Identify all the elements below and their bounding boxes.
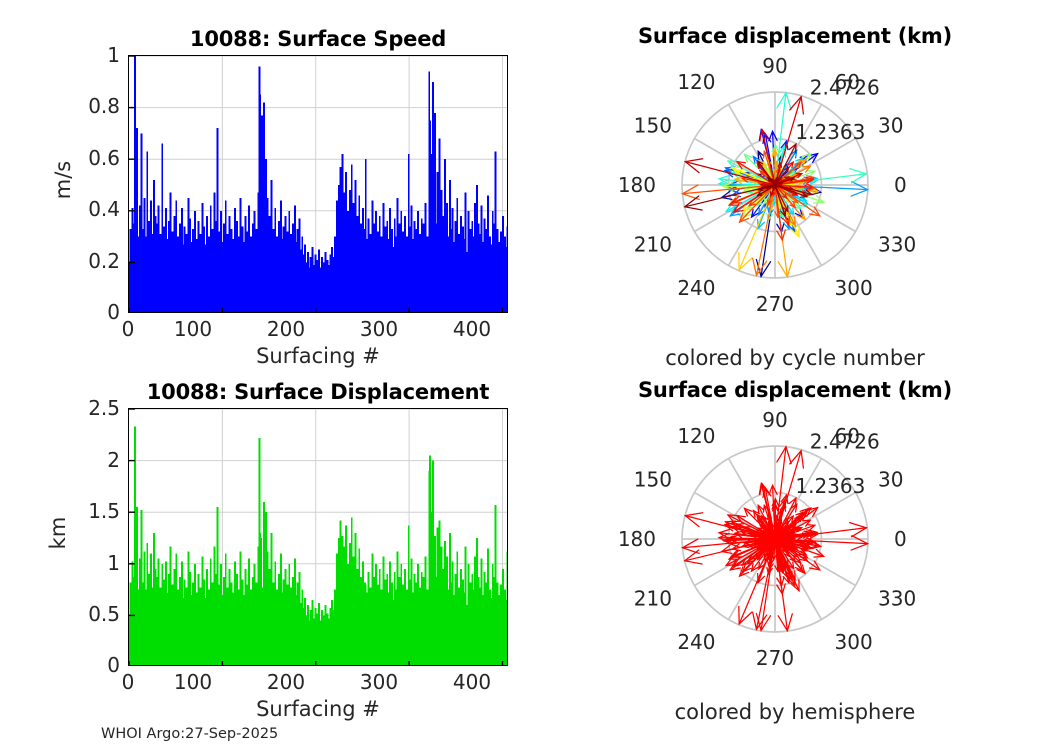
displacement-chart-title: 10088: Surface Displacement	[146, 380, 490, 404]
speed-ytick-2: 0.4	[88, 197, 120, 221]
speed-chart-title: 10088: Surface Speed	[189, 27, 447, 51]
displacement-plot-area	[128, 408, 508, 666]
polar-angle-label-330: 330	[878, 587, 916, 611]
displacement-ytick-5: 2.5	[88, 396, 120, 420]
speed-xtick-2: 200	[266, 317, 306, 341]
displacement-xtick-1: 100	[173, 670, 213, 694]
polar-angle-label-210: 210	[634, 587, 672, 611]
speed-bars-svg	[129, 56, 507, 312]
polar-angle-label-0: 0	[894, 527, 907, 551]
speed-ytick-0: 0	[107, 300, 120, 324]
polar-radial-label-1: 2.4726	[810, 76, 880, 100]
displacement-xtick-0: 0	[121, 670, 135, 694]
displacement-x-axis-label: Surfacing #	[256, 697, 380, 721]
speed-ytick-1: 0.2	[88, 249, 120, 273]
speed-xtick-1: 100	[173, 317, 213, 341]
polar-angle-label-240: 240	[677, 276, 715, 300]
displacement-xtick-2: 200	[266, 670, 306, 694]
speed-ytick-4: 0.8	[88, 94, 120, 118]
polar-cycle-title: Surface displacement (km)	[637, 24, 953, 48]
polar-angle-label-30: 30	[878, 114, 903, 138]
speed-xtick-0: 0	[121, 317, 135, 341]
polar-radial-label-1: 2.4726	[810, 430, 880, 454]
displacement-ytick-4: 2	[107, 448, 120, 472]
speed-x-axis-label: Surfacing #	[256, 344, 380, 368]
polar-angle-label-210: 210	[634, 233, 672, 257]
polar-angle-label-180: 180	[618, 527, 656, 551]
polar-angle-label-150: 150	[634, 468, 672, 492]
speed-ytick-5: 1	[107, 43, 120, 67]
polar-angle-label-0: 0	[894, 173, 907, 197]
polar-angle-label-150: 150	[634, 114, 672, 138]
displacement-ytick-3: 1.5	[88, 499, 120, 523]
polar-hemisphere-title: Surface displacement (km)	[637, 378, 953, 402]
speed-xtick-3: 300	[359, 317, 399, 341]
polar-angle-label-270: 270	[756, 646, 794, 670]
displacement-ytick-1: 0.5	[88, 602, 120, 626]
polar-radial-label-0: 1.2363	[795, 120, 865, 144]
displacement-ytick-2: 1	[107, 551, 120, 575]
displacement-xtick-4: 400	[452, 670, 492, 694]
polar-angle-label-270: 270	[756, 292, 794, 316]
polar-hemisphere-caption: colored by hemisphere	[674, 700, 916, 724]
polar-angle-label-60: 60	[835, 70, 860, 94]
polar-angle-label-90: 90	[762, 54, 787, 78]
displacement-ytick-0: 0	[107, 653, 120, 677]
polar-radial-label-0: 1.2363	[795, 474, 865, 498]
speed-xtick-4: 400	[452, 317, 492, 341]
footer-credit: WHOI Argo:27-Sep-2025	[101, 726, 279, 742]
polar-angle-label-90: 90	[762, 408, 787, 432]
displacement-bars-svg	[129, 409, 507, 665]
displacement-xtick-3: 300	[359, 670, 399, 694]
polar-angle-label-300: 300	[835, 630, 873, 654]
polar-angle-label-120: 120	[677, 424, 715, 448]
polar-angle-label-60: 60	[835, 424, 860, 448]
polar-angle-label-330: 330	[878, 233, 916, 257]
speed-plot-area	[128, 55, 508, 313]
polar-angle-label-120: 120	[677, 70, 715, 94]
polar-angle-label-180: 180	[618, 173, 656, 197]
polar-angle-label-240: 240	[677, 630, 715, 654]
polar-angle-label-300: 300	[835, 276, 873, 300]
speed-ytick-3: 0.6	[88, 146, 120, 170]
polar-cycle-caption: colored by cycle number	[665, 346, 925, 370]
polar-angle-label-30: 30	[878, 468, 903, 492]
